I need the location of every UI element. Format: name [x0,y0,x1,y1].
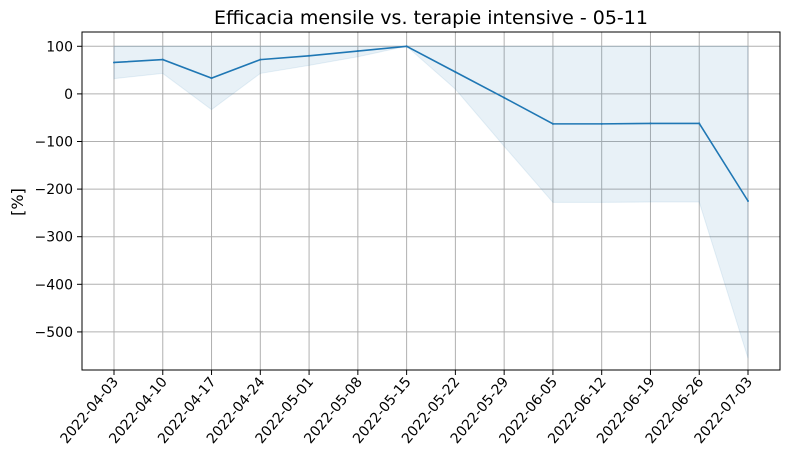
confidence-band [113,45,749,359]
data-point [600,122,603,125]
data-point [454,70,457,73]
plot-frame [81,31,781,371]
confidence-band-area [113,45,749,359]
x-axis-ticks: 2022-04-032022-04-102022-04-172022-04-24… [58,370,756,447]
chart-title: Efficacia mensile vs. terapie intensive … [214,7,648,29]
data-point [356,50,359,53]
y-tick-label: 0 [64,87,73,103]
data-point [210,77,213,80]
y-tick-label: 100 [46,39,73,55]
y-tick-label: −100 [35,134,73,150]
data-point [405,45,408,48]
data-point [308,54,311,57]
y-tick-label: −400 [35,277,73,293]
y-tick-label: −500 [35,325,73,341]
data-point [649,122,652,125]
y-axis-ticks: 100 0 −100 −200 −300 −400 −500 [35,39,82,341]
data-point [161,58,164,61]
data-point [698,122,701,125]
y-axis-label: [%] [8,188,27,216]
data-point [551,122,554,125]
series-line [113,45,749,202]
y-tick-label: −300 [35,230,73,246]
y-tick-label: −200 [35,182,73,198]
data-point [259,58,262,61]
data-point [503,96,506,99]
data-point [113,61,115,64]
data-point [747,200,749,202]
series-line-group [113,45,749,202]
